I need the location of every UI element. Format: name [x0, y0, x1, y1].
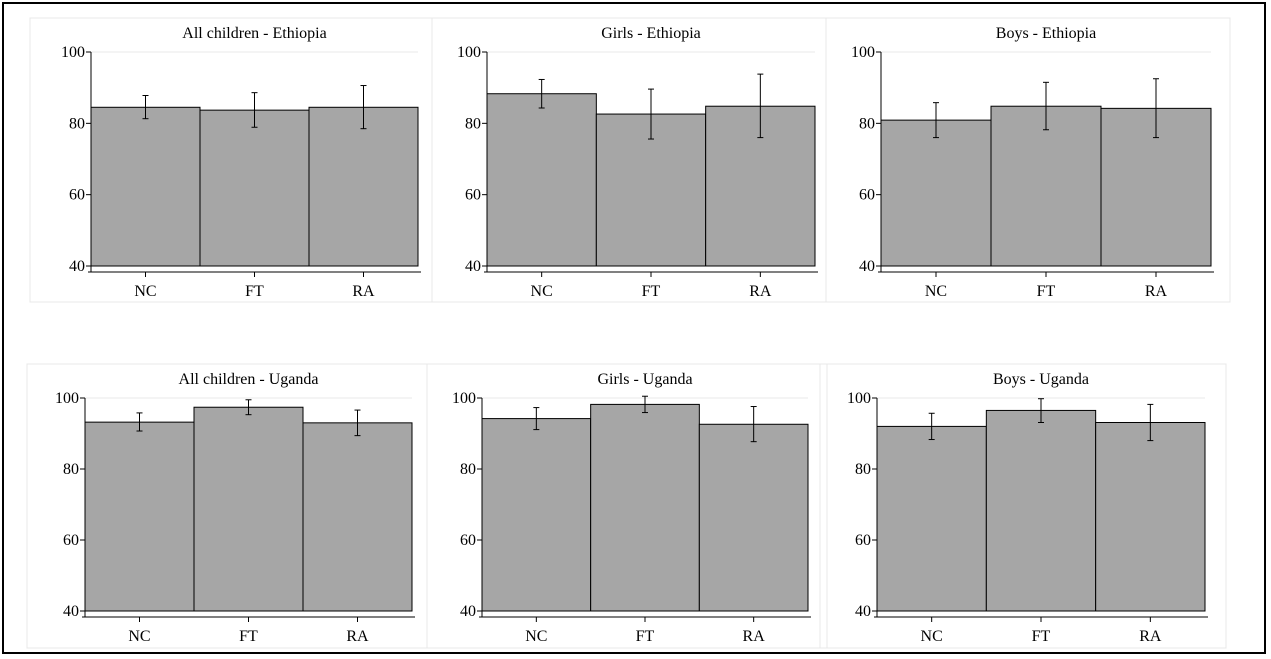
y-tick-label: 80: [460, 461, 476, 478]
x-tick-label: RA: [749, 283, 772, 300]
x-tick-label: FT: [642, 283, 661, 300]
chart-panel-1: All children - Ethiopia 40 60 80 100 NC FT RA: [29, 17, 433, 303]
bar-nc: [90, 106, 201, 267]
x-tick-label: NC: [921, 628, 943, 645]
y-tick-label: 80: [69, 115, 85, 132]
y-tick-label: 60: [63, 532, 79, 549]
bar-ra: [1095, 421, 1206, 612]
x-tick-label: FT: [1037, 283, 1056, 300]
chart-title: Girls - Ethiopia: [601, 25, 701, 42]
x-tick-label: RA: [1139, 628, 1162, 645]
x-tick-label: FT: [636, 628, 655, 645]
y-tick-label: 40: [855, 603, 871, 620]
bar-nc: [876, 425, 987, 612]
y-tick-label: 100: [55, 390, 79, 407]
bar-ft: [590, 403, 700, 612]
bar-ra: [698, 423, 809, 612]
x-tick-label: NC: [134, 283, 156, 300]
panel-border: [819, 363, 1227, 649]
y-tick-label: 80: [63, 461, 79, 478]
y-tick-label: 100: [851, 44, 875, 61]
y-tick-label: 60: [859, 187, 875, 204]
bar-ft: [199, 109, 310, 267]
y-tick-label: 40: [460, 603, 476, 620]
y-tick-label: 80: [855, 461, 871, 478]
x-tick-label: RA: [346, 628, 369, 645]
chart-panel-5: Girls - Uganda 40 60 80 100 NC FT RA: [426, 363, 828, 649]
chart-title: Girls - Uganda: [597, 371, 692, 388]
x-tick-label: RA: [743, 628, 766, 645]
y-tick-label: 60: [855, 532, 871, 549]
bar-ft: [193, 406, 304, 612]
panel-border: [825, 17, 1231, 303]
y-tick-label: 40: [465, 258, 481, 275]
x-tick-label: NC: [531, 283, 553, 300]
x-tick-label: FT: [239, 628, 258, 645]
bar-ft: [985, 409, 1097, 612]
x-tick-label: NC: [128, 628, 150, 645]
bar-ra: [308, 106, 419, 267]
y-tick-label: 80: [859, 115, 875, 132]
y-tick-label: 40: [63, 603, 79, 620]
y-tick-label: 100: [847, 390, 871, 407]
y-tick-label: 100: [457, 44, 481, 61]
bar-nc: [84, 421, 195, 612]
x-tick-label: RA: [352, 283, 375, 300]
y-tick-label: 80: [465, 115, 481, 132]
x-tick-label: RA: [1145, 283, 1168, 300]
x-tick-label: FT: [1032, 628, 1051, 645]
chart-panel-4: All children - Uganda 40 60 80 100 NC FT RA: [26, 363, 428, 649]
y-tick-label: 60: [460, 532, 476, 549]
x-tick-label: NC: [925, 283, 947, 300]
y-tick-label: 40: [859, 258, 875, 275]
y-tick-label: 60: [69, 187, 85, 204]
bar-ra: [302, 422, 413, 612]
x-tick-label: FT: [245, 283, 264, 300]
panel-border: [426, 363, 828, 649]
y-tick-label: 60: [465, 187, 481, 204]
bar-ft: [990, 105, 1102, 267]
y-tick-label: 40: [69, 258, 85, 275]
y-tick-label: 100: [452, 390, 476, 407]
x-tick-label: NC: [525, 628, 547, 645]
chart-title: Boys - Ethiopia: [996, 25, 1096, 42]
chart-title: Boys - Uganda: [993, 371, 1089, 388]
bar-nc: [486, 93, 597, 267]
chart-panel-3: Boys - Ethiopia 40 60 80 100 NC FT RA: [825, 17, 1231, 303]
y-tick-label: 100: [61, 44, 85, 61]
chart-title: All children - Uganda: [179, 371, 319, 388]
bar-nc: [481, 418, 592, 612]
chart-title: All children - Ethiopia: [182, 25, 326, 42]
chart-panel-6: Boys - Uganda 40 60 80 100 NC FT RA: [819, 363, 1227, 649]
chart-panel-2: Girls - Ethiopia 40 60 80 100 NC FT RA: [431, 17, 827, 303]
bar-nc: [880, 119, 992, 267]
